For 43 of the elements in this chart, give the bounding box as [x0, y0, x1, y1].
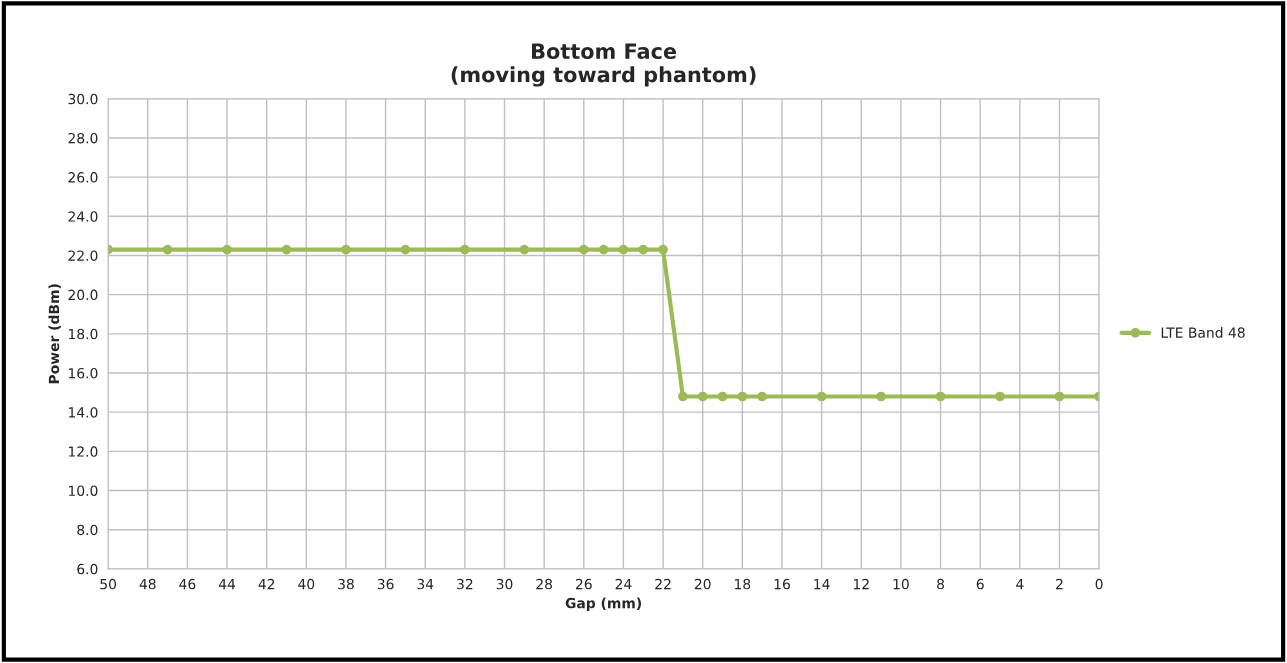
x-tick-label: 18: [735, 578, 751, 590]
x-tick-label: 32: [457, 578, 473, 590]
x-tick-label: 12: [853, 578, 869, 590]
x-tick-label: 42: [258, 578, 275, 590]
x-tick-label: 38: [338, 578, 354, 590]
y-tick-label: 30.0: [68, 93, 98, 105]
y-tick-label: 28.0: [68, 132, 98, 144]
y-tick-label: 8.0: [77, 524, 98, 536]
x-tick-label: 4: [1016, 579, 1024, 590]
x-tick-label: 50: [100, 578, 117, 590]
x-tick-label: 30: [496, 578, 513, 590]
x-tick-label: 24: [615, 578, 632, 590]
y-tick-label: 24.0: [68, 211, 98, 222]
y-axis-title: Power (dBm): [48, 284, 61, 384]
x-tick-label: 16: [774, 578, 790, 590]
y-tick-label: 26.0: [68, 172, 98, 183]
x-tick-label: 48: [139, 578, 156, 590]
x-axis-title: Gap (mm): [565, 597, 641, 612]
legend-label: LTE Band 48: [1161, 327, 1245, 338]
chart-title: Bottom Face (moving toward phantom): [451, 43, 756, 87]
x-tick-label: 22: [655, 578, 671, 590]
x-tick-label: 6: [976, 578, 984, 590]
x-tick-label: 14: [814, 579, 830, 590]
x-tick-label: 8: [937, 578, 945, 590]
x-tick-label: 40: [298, 578, 315, 590]
y-tick-label: 18.0: [68, 328, 98, 340]
y-tick-label: 22.0: [68, 250, 98, 261]
y-tick-label: 12.0: [68, 446, 98, 457]
x-tick-label: 28: [536, 578, 553, 590]
y-tick-label: 16.0: [68, 367, 98, 379]
y-tick-label: 20.0: [68, 289, 98, 301]
x-tick-label: 10: [893, 578, 909, 590]
x-tick-label: 46: [179, 578, 196, 590]
x-tick-label: 34: [417, 578, 434, 590]
y-tick-label: 10.0: [68, 485, 98, 496]
y-tick-label: 6.0: [77, 563, 98, 575]
x-tick-label: 26: [575, 578, 592, 590]
x-tick-label: 44: [218, 579, 236, 590]
x-tick-label: 2: [1056, 578, 1063, 590]
x-tick-label: 36: [377, 578, 394, 590]
y-tick-label: 14.0: [68, 407, 98, 418]
x-tick-label: 20: [694, 578, 711, 590]
x-tick-label: 0: [1095, 578, 1103, 590]
